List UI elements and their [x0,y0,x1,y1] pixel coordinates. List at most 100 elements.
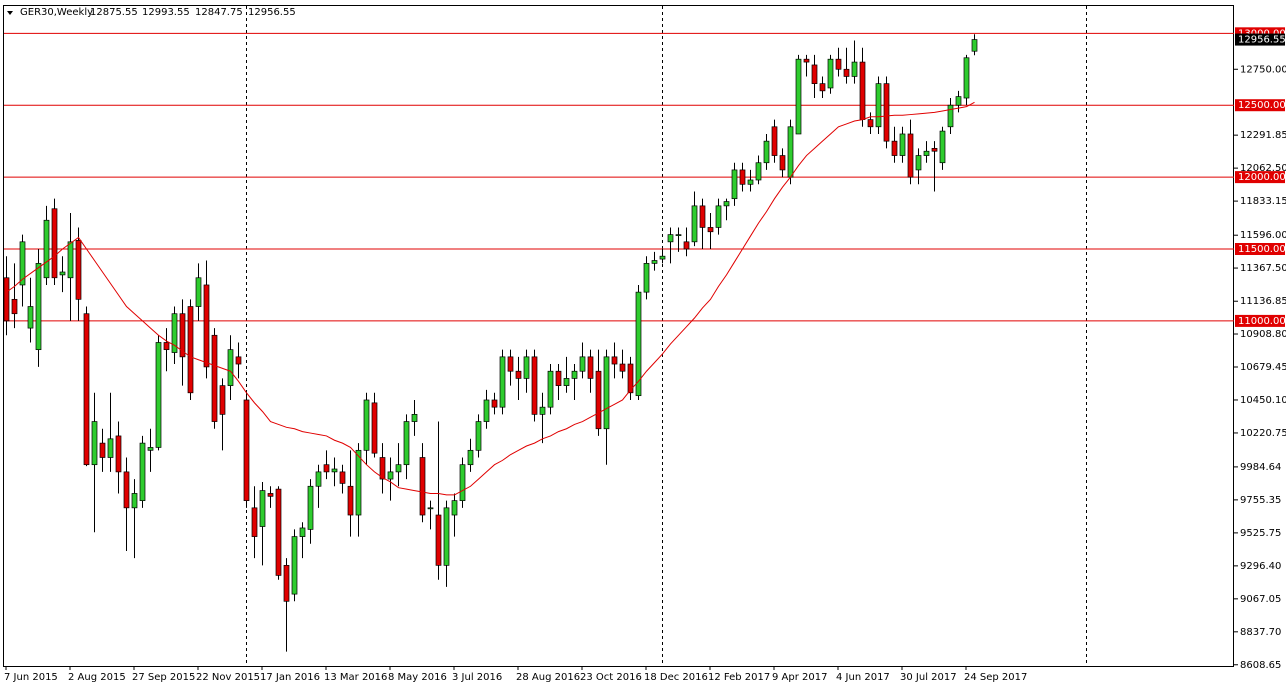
candle-body [555,370,562,386]
level-label: 11000.00 [1238,316,1286,327]
candle-body [731,169,738,200]
level-label-box [1235,171,1285,184]
candle-body [507,356,514,372]
candle-body [547,370,554,408]
candle-body [539,406,546,415]
y-tick-label: 10679.45 [1240,362,1286,373]
x-tick-label: 28 Aug 2016 [516,672,580,683]
candle-body [859,61,866,120]
candle-body [827,58,834,89]
candle-body [139,442,146,501]
candle-body [267,493,274,497]
candle-body [307,485,314,530]
candle-body [411,414,418,422]
candle-body [315,471,322,487]
candle-body [955,96,962,106]
candle-body [595,370,602,430]
candle-body [907,133,914,178]
candle-body [739,169,746,185]
candle-body [811,64,818,84]
candle-body [771,126,778,156]
candle-body [427,507,434,510]
candle-body [403,421,410,466]
candle-body [371,402,378,454]
candle-body [691,205,698,243]
level-label: 12500.00 [1238,100,1286,111]
candle-body [91,421,98,466]
candle-body [787,126,794,178]
candle-body [491,399,498,408]
candle-body [571,370,578,379]
candle-body [179,313,186,358]
header-low: 12847.75 [195,7,243,18]
candle-body [883,83,890,142]
candle-body [635,291,642,397]
x-tick-label: 12 Feb 2017 [708,672,770,683]
candle-body [939,130,946,164]
candle-body [99,442,106,458]
candle-body [851,61,858,77]
candle-body [659,255,666,260]
candle-body [163,342,170,351]
x-tick-label: 17 Jan 2016 [260,672,320,683]
candle-body [499,356,506,408]
level-label: 11500.00 [1238,244,1286,255]
candle-body [259,490,266,527]
candle-body [723,201,730,207]
candle-body [387,471,394,480]
level-label-box [1235,99,1285,112]
candle-body [123,471,130,509]
candle-body [875,83,882,128]
y-tick-label: 9296.40 [1240,561,1281,572]
y-tick-label: 8608.65 [1240,660,1281,671]
candle-body [251,507,258,537]
candle-body [683,241,690,250]
candle-body [931,148,938,152]
y-tick-label: 9984.64 [1240,462,1281,473]
candle-body [755,162,762,181]
candle-body [331,468,338,473]
candle-body [3,277,10,322]
y-tick-label: 12291.85 [1240,130,1286,141]
candle-body [435,514,442,566]
y-tick-label: 11833.15 [1240,196,1286,207]
x-tick-label: 3 Jul 2016 [452,672,502,683]
candle-body [523,356,530,379]
header-close: 12956.55 [248,7,296,18]
candle-body [115,435,122,473]
candle-body [291,536,298,595]
candle-body [59,271,66,276]
candle-body [459,464,466,501]
x-tick-label: 2 Aug 2015 [68,672,126,683]
x-tick-label: 9 Apr 2017 [772,672,827,683]
x-tick-label: 24 Sep 2017 [964,672,1027,683]
candle-body [51,208,58,279]
x-tick-label: 18 Dec 2016 [644,672,708,683]
candle-body [619,363,626,372]
candle-body [35,263,42,351]
y-tick-label: 9067.05 [1240,594,1281,605]
candle-body [355,449,362,516]
symbol-label: GER30,Weekly [20,7,93,18]
candle-body [531,356,538,415]
candle-body [747,179,754,185]
candle-body [611,356,618,365]
candle-body [11,298,18,315]
candle-body [235,356,242,365]
y-tick-label: 10908.80 [1240,329,1286,340]
header-high: 12993.55 [142,7,190,18]
candle-body [171,313,178,353]
candle-body [795,58,802,135]
y-tick-label: 10220.75 [1240,428,1286,439]
candle-body [219,385,226,415]
candle-body [819,83,826,92]
candle-body [275,488,282,576]
candle-body [467,449,474,466]
candle-body [915,155,922,171]
menu-triangle[interactable] [7,11,13,15]
candle-body [563,378,570,386]
candle-body [187,306,194,394]
candle-body [475,421,482,451]
y-tick-label: 9525.75 [1240,528,1281,539]
candle-body [835,58,842,70]
